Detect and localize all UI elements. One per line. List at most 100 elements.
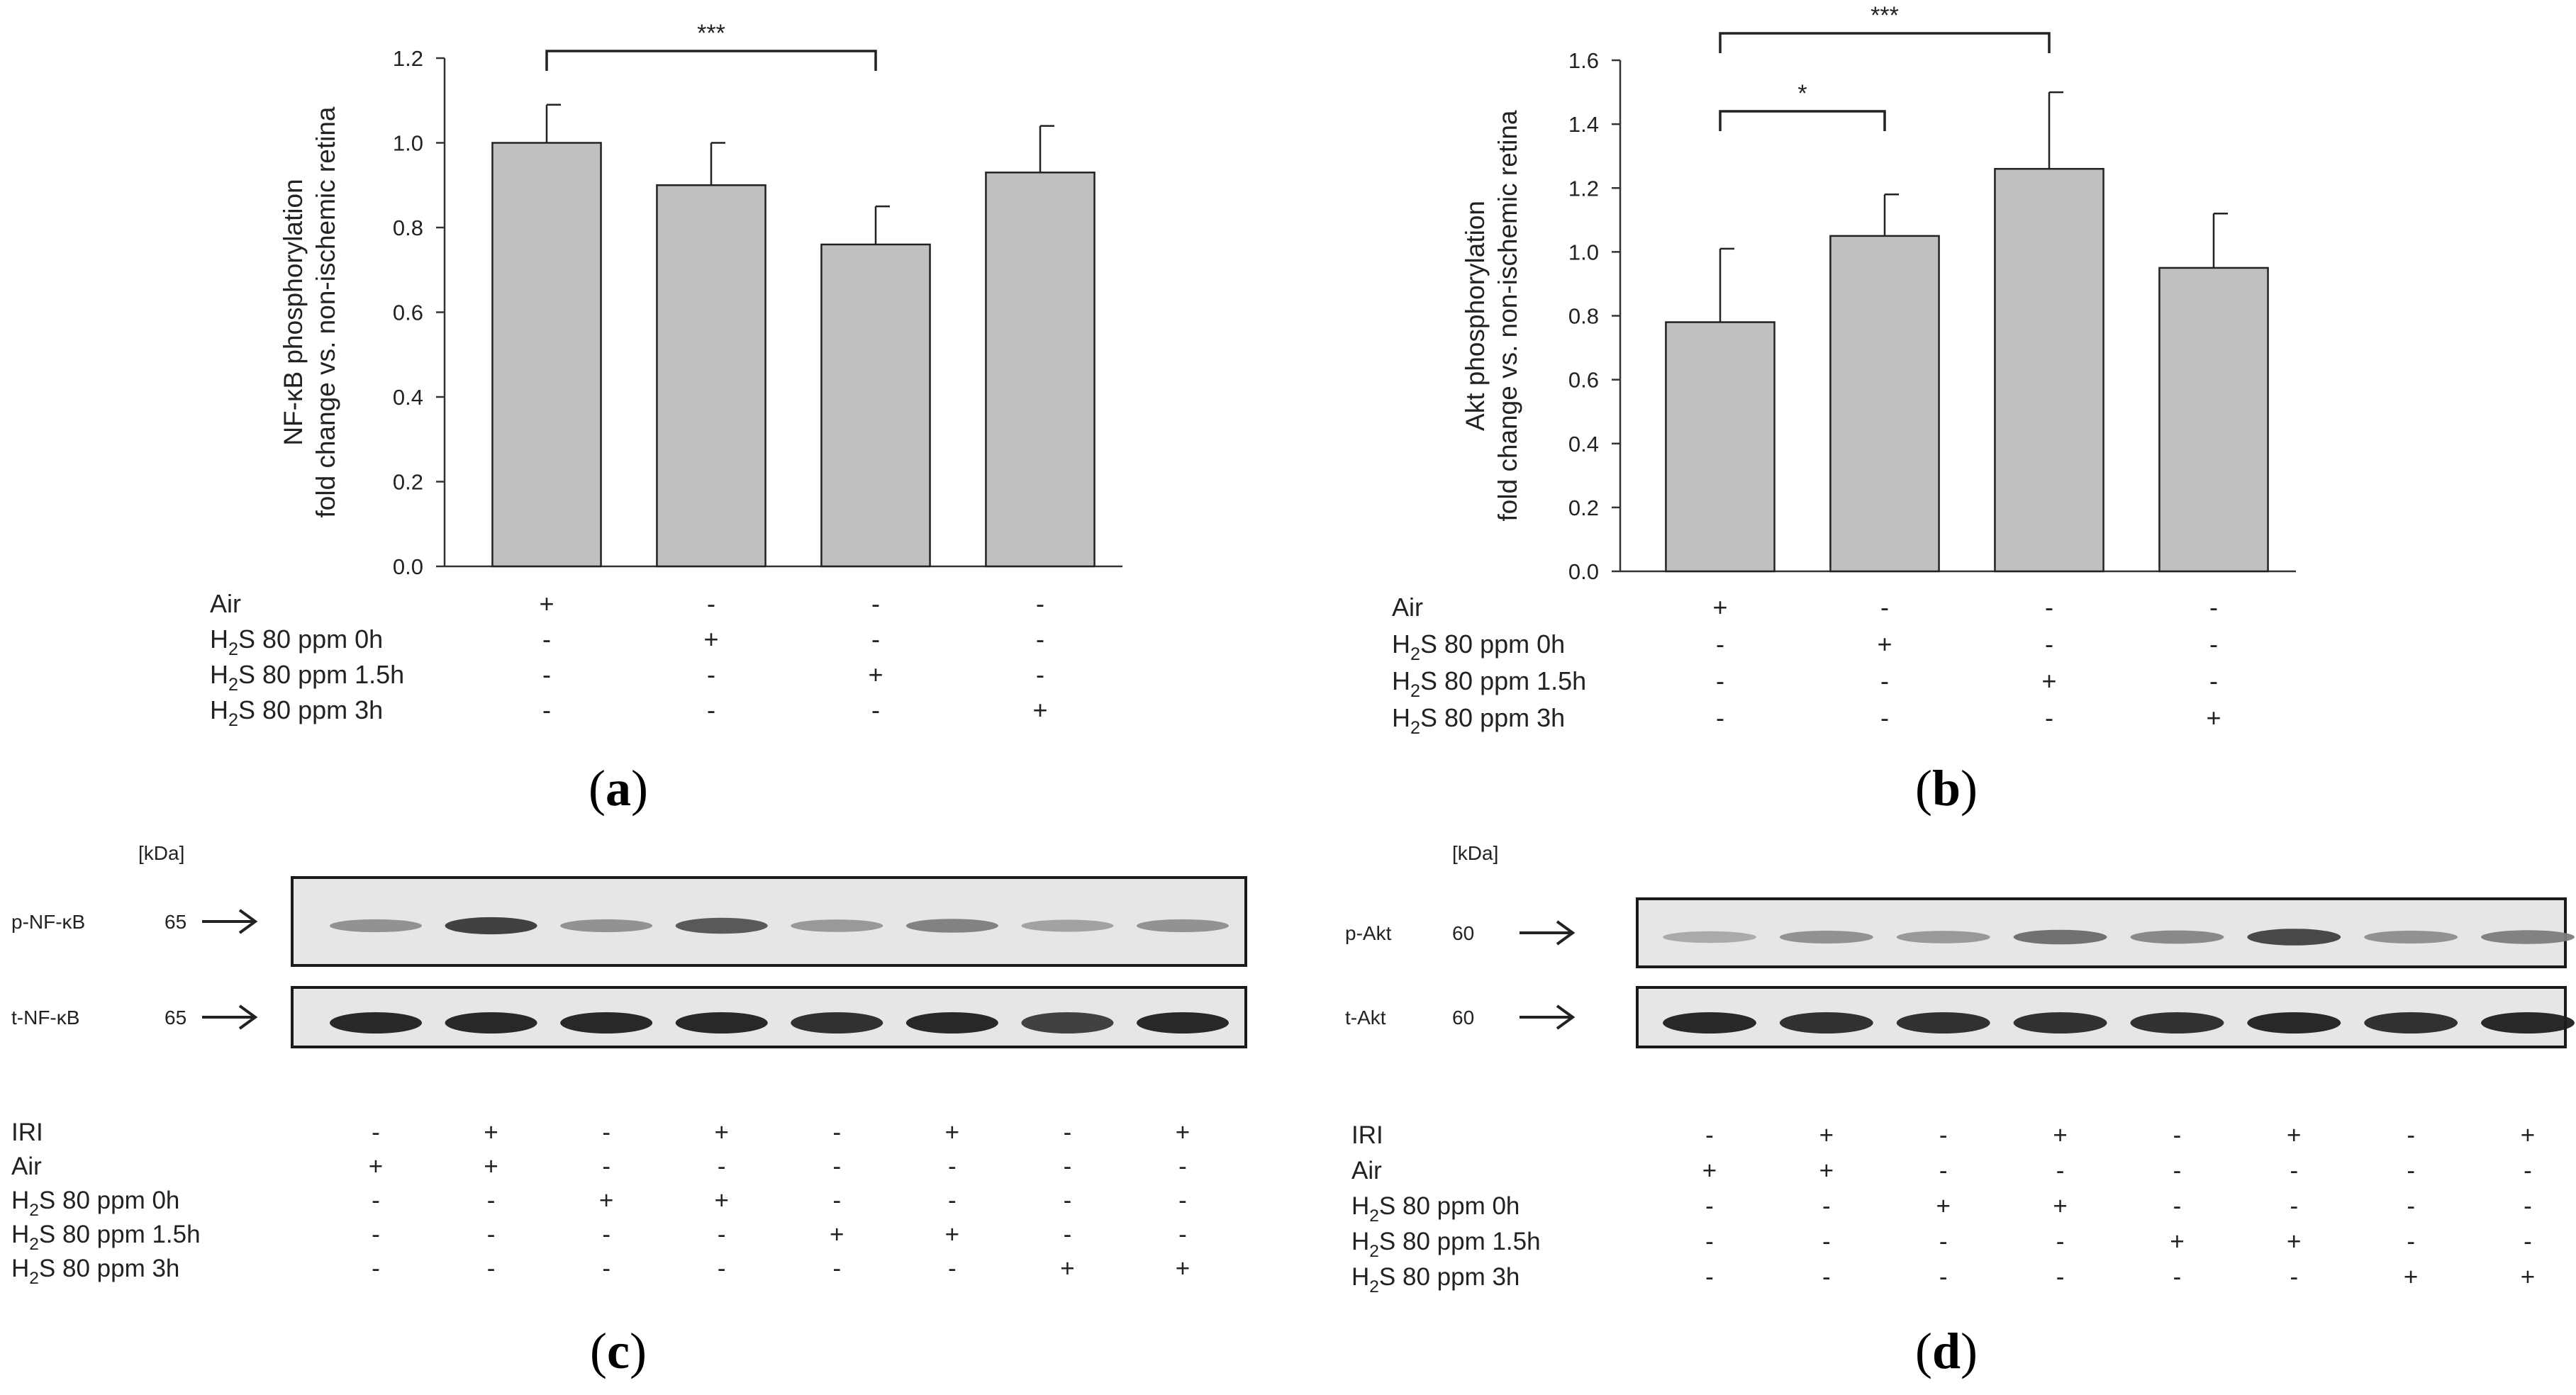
condition-label: Air: [210, 589, 241, 618]
bar: [2158, 267, 2269, 573]
condition-sign: -: [1822, 1263, 1831, 1291]
blot-band: [1136, 1012, 1230, 1033]
western-blots-layer: [kDa] p-NF-κB 65 t-NF-κB 65 IRI - + - + - + - + Air + + -…: [11, 842, 2575, 1296]
condition-sign: +: [1936, 1192, 1950, 1220]
blot-band: [2130, 1012, 2224, 1033]
condition-label: H2S 80 ppm 3h: [1392, 703, 1565, 738]
blot-band: [560, 919, 653, 933]
y-tick-label: 1.0: [1568, 240, 1599, 264]
condition-sign: -: [2407, 1228, 2415, 1255]
condition-sign: -: [2209, 666, 2218, 695]
blot-band: [329, 919, 423, 933]
condition-sign: -: [2290, 1192, 2298, 1220]
blot-band: [1021, 919, 1114, 932]
condition-label: H2S 80 ppm 0h: [210, 624, 383, 659]
condition-sign: -: [602, 1221, 610, 1248]
condition-sign: -: [1178, 1187, 1187, 1214]
y-tick-label: 0.0: [393, 554, 423, 579]
y-tick-label: 1.6: [1568, 48, 1599, 73]
bar: [820, 243, 931, 568]
condition-label: H2S 80 ppm 1.5h: [1392, 666, 1586, 701]
blot-arrow-head: [238, 909, 258, 934]
condition-sign: -: [602, 1119, 610, 1146]
y-axis-label-line: Akt phosphorylation: [1461, 201, 1490, 431]
blot-row-name: p-NF-κB: [11, 911, 85, 933]
condition-sign: -: [1705, 1263, 1714, 1291]
blot-band: [1779, 930, 1873, 944]
bar: [656, 184, 766, 568]
condition-sign: +: [599, 1187, 613, 1214]
blot-band: [2364, 1012, 2458, 1033]
condition-sign: -: [542, 660, 551, 689]
blot-band: [1896, 1012, 1990, 1033]
y-tick-label: 1.0: [393, 131, 423, 156]
condition-sign: +: [2053, 1192, 2067, 1220]
condition-sign: -: [2056, 1263, 2065, 1291]
y-axis-label-line: fold change vs. non-ischemic retina: [1493, 110, 1522, 521]
significance-bracket: [1719, 110, 1886, 131]
blot-band: [905, 1012, 998, 1033]
condition-sign: -: [372, 1119, 380, 1146]
blot-arrow-head: [1556, 1004, 1576, 1030]
condition-sign: +: [2404, 1263, 2418, 1291]
blot-membrane: [291, 986, 1247, 1048]
chart-a: 0.0 0.2 0.4 0.6 0.8 1.0 1.2 NF-κB phosphorylati…: [210, 20, 1122, 730]
condition-sign: +: [714, 1187, 728, 1214]
condition-sign: +: [2521, 1121, 2535, 1149]
condition-sign: -: [2045, 703, 2053, 732]
bar-charts-layer: 0.0 0.2 0.4 0.6 0.8 1.0 1.2 NF-κB phosphorylati…: [210, 2, 2296, 738]
significance-bracket: [545, 50, 877, 71]
blot-band: [1021, 1012, 1114, 1033]
blot-panel-c: [kDa] p-NF-κB 65 t-NF-κB 65 IRI - + - + - + - + Air + + -…: [11, 842, 1247, 1288]
condition-sign: -: [718, 1255, 726, 1282]
condition-sign: -: [832, 1153, 841, 1180]
y-axis-label-line: fold change vs. non-ischemic retina: [311, 106, 340, 517]
condition-sign: +: [1176, 1255, 1190, 1282]
blot-band: [905, 919, 998, 933]
panel-label-a: (a): [589, 760, 648, 817]
condition-sign: -: [2524, 1157, 2532, 1184]
condition-sign: -: [2056, 1157, 2065, 1184]
condition-sign: -: [542, 624, 551, 654]
condition-sign: -: [1064, 1187, 1072, 1214]
blot-kda-value: 65: [165, 911, 186, 933]
condition-sign: -: [487, 1255, 496, 1282]
condition-sign: -: [948, 1187, 957, 1214]
condition-sign: -: [487, 1221, 496, 1248]
condition-sign: +: [830, 1221, 844, 1248]
condition-sign: +: [1060, 1255, 1074, 1282]
condition-sign: -: [1880, 666, 1889, 695]
blot-band: [675, 917, 768, 934]
condition-sign: -: [1716, 629, 1724, 659]
condition-sign: -: [1064, 1119, 1072, 1146]
condition-label: IRI: [1351, 1121, 1383, 1149]
y-axis-label: Akt phosphorylation fold change vs. non-i…: [1461, 110, 1522, 521]
condition-sign: -: [372, 1255, 380, 1282]
condition-sign: -: [1939, 1157, 1948, 1184]
condition-sign: +: [2170, 1228, 2184, 1255]
bar: [985, 172, 1095, 568]
condition-sign: +: [945, 1119, 959, 1146]
condition-sign: -: [602, 1153, 610, 1180]
y-tick-label: 1.2: [393, 46, 423, 71]
condition-sign: -: [2045, 593, 2053, 622]
blot-band: [791, 919, 883, 932]
condition-label: H2S 80 ppm 0h: [1392, 629, 1565, 664]
blot-kda-value: 60: [1452, 1007, 1474, 1029]
condition-sign: -: [372, 1221, 380, 1248]
condition-label: IRI: [11, 1119, 43, 1146]
condition-sign: -: [832, 1119, 841, 1146]
condition-sign: -: [1705, 1121, 1714, 1149]
condition-sign: -: [871, 695, 880, 724]
y-tick-label: 0.2: [1568, 495, 1599, 520]
condition-sign: -: [2209, 629, 2218, 659]
condition-label: H2S 80 ppm 1.5h: [11, 1221, 201, 1254]
condition-label: H2S 80 ppm 3h: [210, 695, 383, 730]
blot-band: [2364, 930, 2458, 944]
y-tick-label: 1.4: [1568, 112, 1599, 137]
blot-row-name: t-Akt: [1345, 1007, 1386, 1029]
significance-label: ***: [1870, 2, 1899, 29]
panel-label-c: (c): [590, 1323, 647, 1379]
condition-sign: -: [1939, 1228, 1948, 1255]
